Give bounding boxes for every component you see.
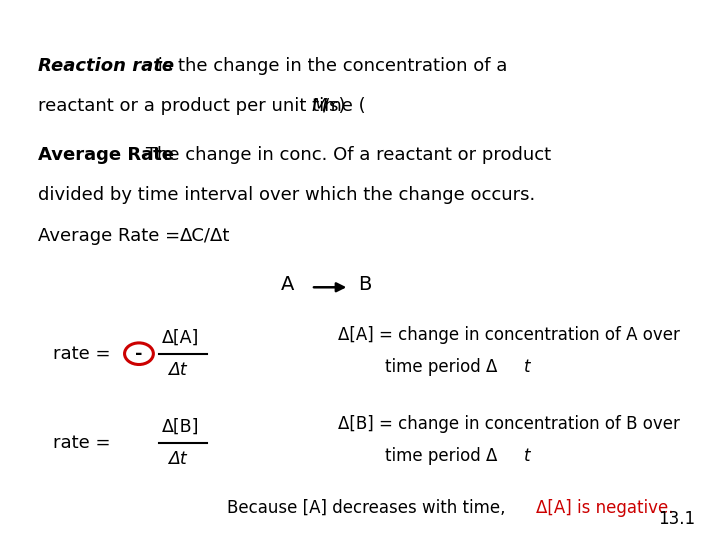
Text: ΔC/Δt: ΔC/Δt <box>180 227 230 245</box>
Text: rate =: rate = <box>53 434 116 452</box>
Text: Average Rate: Average Rate <box>38 146 174 164</box>
Text: M: M <box>312 97 328 115</box>
Text: Δ[B]: Δ[B] <box>162 417 199 436</box>
Text: -The change in conc. Of a reactant or product: -The change in conc. Of a reactant or pr… <box>141 146 552 164</box>
Text: Δt: Δt <box>168 361 186 379</box>
Text: Δ[A]: Δ[A] <box>162 328 199 347</box>
Text: is the change in the concentration of a: is the change in the concentration of a <box>152 57 508 75</box>
Text: Δ[B] = change in concentration of B over: Δ[B] = change in concentration of B over <box>338 415 680 433</box>
Text: t: t <box>523 447 530 465</box>
Text: B: B <box>359 275 372 294</box>
Text: t: t <box>523 358 530 376</box>
Text: /s): /s) <box>323 97 346 115</box>
Text: time period Δ: time period Δ <box>385 358 498 376</box>
Text: 13.1: 13.1 <box>657 510 695 528</box>
Text: Δ[A] is negative.: Δ[A] is negative. <box>536 498 674 517</box>
Text: Average Rate =: Average Rate = <box>38 227 192 245</box>
Text: A: A <box>281 275 294 294</box>
Text: -: - <box>135 345 143 363</box>
Text: reactant or a product per unit time (: reactant or a product per unit time ( <box>38 97 366 115</box>
Text: time period Δ: time period Δ <box>385 447 498 465</box>
Text: Reaction rate: Reaction rate <box>38 57 174 75</box>
Text: rate =: rate = <box>53 345 116 363</box>
Text: divided by time interval over which the change occurs.: divided by time interval over which the … <box>38 186 536 204</box>
Text: Because [A] decreases with time,: Because [A] decreases with time, <box>227 498 510 517</box>
Text: Δt: Δt <box>168 450 186 468</box>
Text: Δ[A] = change in concentration of A over: Δ[A] = change in concentration of A over <box>338 326 680 344</box>
